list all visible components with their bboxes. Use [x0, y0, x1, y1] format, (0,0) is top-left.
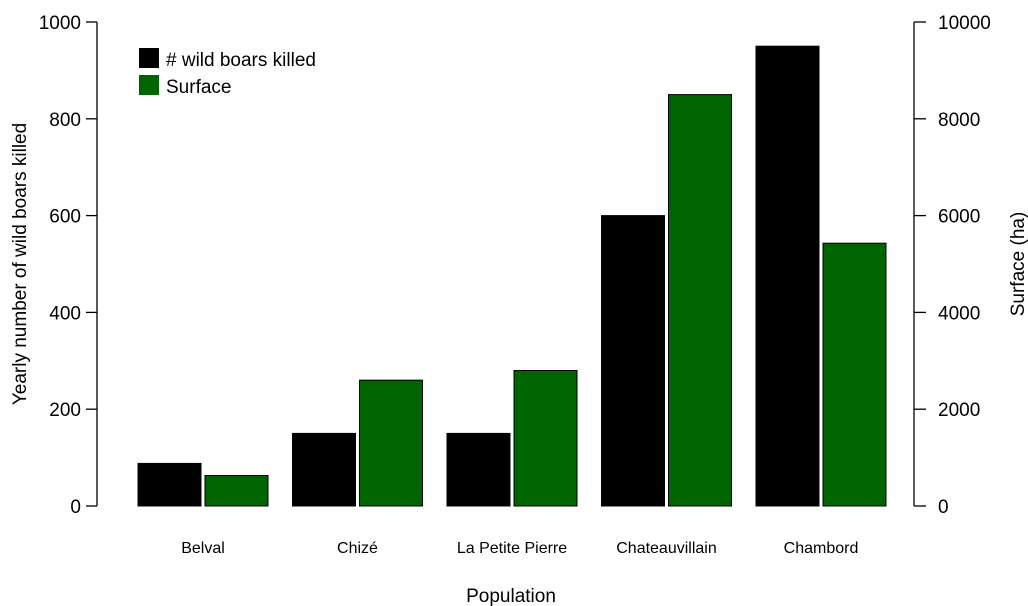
left-tick-label: 200 [49, 400, 81, 421]
bar-boars-killed [292, 432, 356, 507]
bar-surface [668, 94, 732, 507]
right-tick-label: 4000 [938, 303, 980, 324]
bar-surface [359, 379, 423, 507]
category-label: Belval [181, 540, 225, 557]
x-axis-title: Population [466, 586, 556, 606]
category-label: Chizé [337, 540, 378, 557]
right-tick-label: 2000 [938, 400, 980, 421]
bar-boars-killed [446, 432, 511, 507]
bars [137, 45, 887, 507]
right-y-axis-title: Surface (ha) [1008, 212, 1028, 317]
category-label: La Petite Pierre [457, 540, 567, 557]
category-labels: Belval Chizé La Petite Pierre Chateauvillai… [181, 540, 858, 557]
legend-swatch [139, 48, 159, 68]
legend-label: # wild boars killed [166, 50, 316, 71]
bar-boars-killed [755, 45, 820, 507]
bar-surface [204, 475, 269, 507]
legend-label: Surface [166, 77, 231, 98]
bar-boars-killed [137, 462, 202, 507]
right-tick-label: 10000 [938, 13, 991, 34]
category-label: Chambord [784, 540, 859, 557]
left-tick-label: 1000 [39, 13, 81, 34]
right-tick-label: 0 [938, 497, 949, 518]
category-label: Chateauvillain [616, 540, 717, 557]
right-tick-label: 6000 [938, 207, 980, 228]
left-y-axis: 0 200 400 600 800 1000 [39, 13, 98, 518]
left-tick-label: 800 [49, 110, 81, 131]
bar-surface [822, 242, 887, 507]
left-tick-label: 0 [70, 497, 81, 518]
left-y-axis-title: Yearly number of wild boars killed [10, 123, 31, 405]
bar-boars-killed [601, 215, 665, 507]
legend-swatch [139, 75, 159, 95]
bar-surface [513, 369, 578, 507]
legend: # wild boars killed Surface [139, 48, 316, 98]
right-tick-label: 8000 [938, 110, 980, 131]
right-y-axis: 0 2000 4000 6000 8000 10000 [913, 13, 991, 518]
left-tick-label: 400 [49, 303, 81, 324]
left-tick-label: 600 [49, 207, 81, 228]
